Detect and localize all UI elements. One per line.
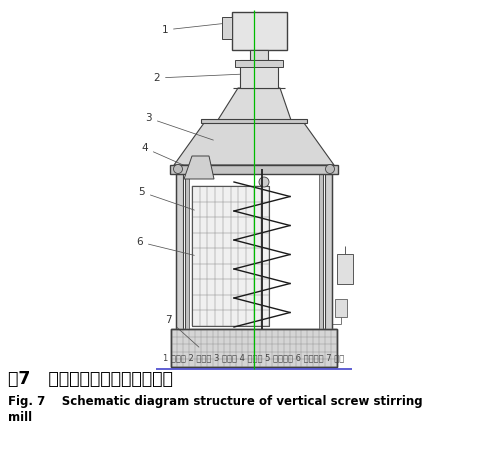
Bar [171,329,337,367]
Text: 3: 3 [146,113,213,140]
Text: 4: 4 [142,143,188,167]
Text: Fig. 7    Schematic diagram structure of vertical screw stirring: Fig. 7 Schematic diagram structure of ve… [8,395,422,408]
Bar [170,165,338,174]
Bar [235,60,283,67]
Bar [250,50,268,60]
Text: mill: mill [8,411,32,424]
Text: 2: 2 [153,73,242,83]
Circle shape [325,165,335,174]
Bar [201,119,307,123]
Bar [222,17,232,39]
Circle shape [259,177,269,187]
Bar [319,174,323,329]
Text: 1 主电机 2 减速机 3 支架一 4 支架二 5 搅拌机构 6 筒体零件 7 地基: 1 主电机 2 减速机 3 支架一 4 支架二 5 搅拌机构 6 筒体零件 7 … [163,353,344,362]
Text: 6: 6 [136,237,195,255]
Bar [232,12,287,50]
Bar [337,254,353,284]
Bar [335,299,347,317]
Polygon shape [216,88,292,123]
Bar [240,60,278,88]
Bar [325,174,332,329]
Bar [185,174,189,329]
Bar [192,186,269,326]
Circle shape [173,165,182,174]
Text: 1: 1 [161,22,234,35]
Text: 图7   立式螺旋搅拌磨机结构简图: 图7 立式螺旋搅拌磨机结构简图 [8,370,173,388]
Polygon shape [184,156,214,179]
Polygon shape [174,123,334,165]
Text: 7: 7 [166,315,199,347]
Text: 5: 5 [138,187,195,210]
Bar [171,329,337,367]
Bar [192,186,269,326]
Bar [176,174,183,329]
